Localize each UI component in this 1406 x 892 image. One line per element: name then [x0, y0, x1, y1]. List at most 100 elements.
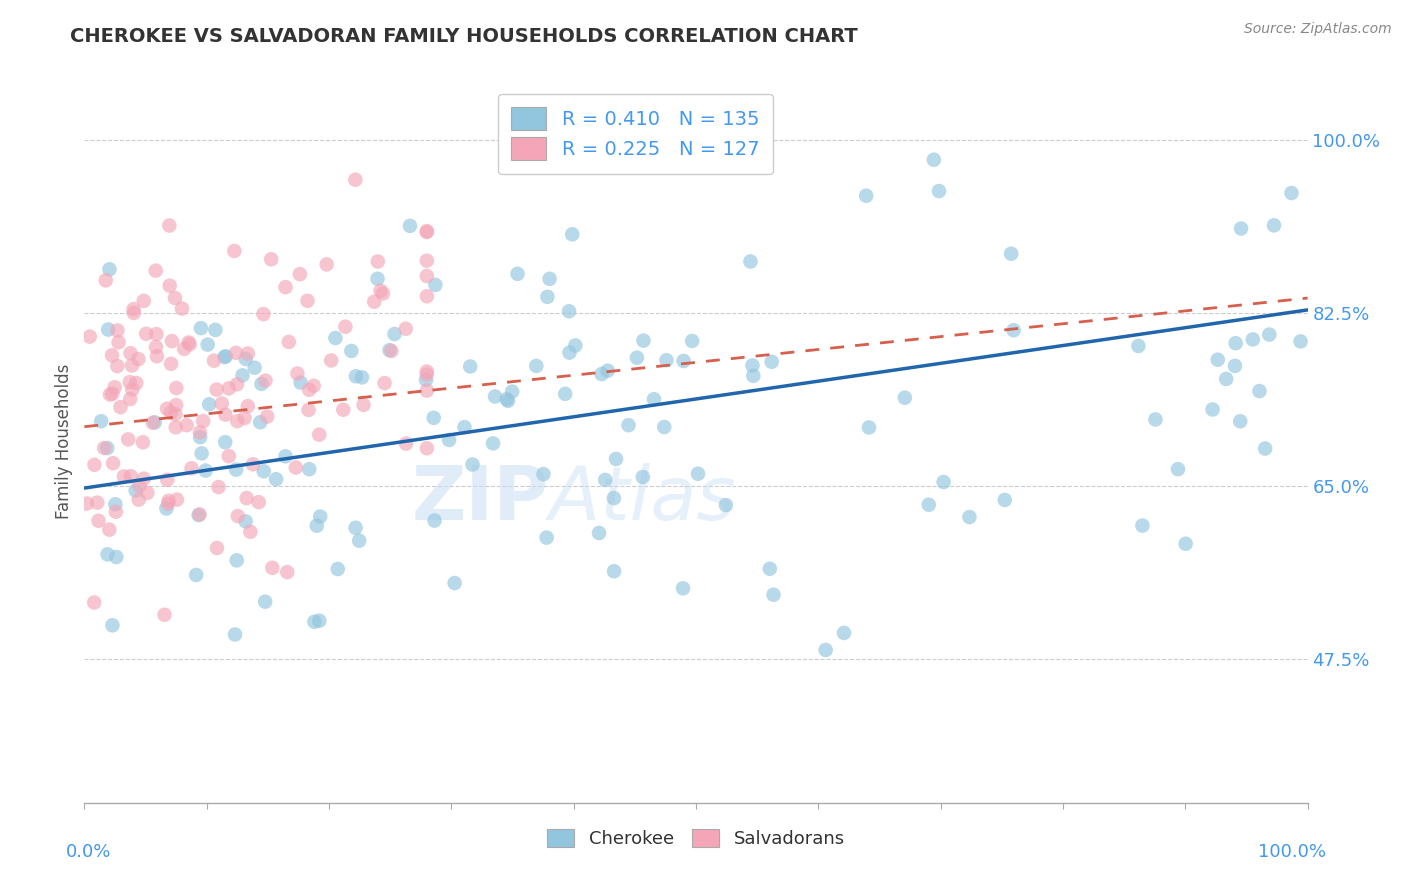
Point: [157, 219, 180, 233]
Point: [593, 473, 616, 487]
Point: [101, 386, 124, 401]
Point: [204, 323, 226, 337]
Text: Atlas: Atlas: [550, 463, 735, 535]
Point: [186, 568, 208, 582]
Point: [1249, 384, 1271, 398]
Point: [290, 376, 312, 390]
Point: [235, 491, 257, 505]
Text: Source: ZipAtlas.com: Source: ZipAtlas.com: [1244, 22, 1392, 37]
Point: [125, 376, 148, 390]
Point: [395, 322, 418, 336]
Point: [631, 470, 654, 484]
Point: [561, 227, 583, 242]
Point: [652, 420, 675, 434]
Point: [187, 508, 209, 522]
Point: [957, 510, 980, 524]
Point: [894, 391, 917, 405]
Point: [86, 495, 108, 509]
Point: [380, 343, 402, 358]
Point: [224, 627, 246, 641]
Point: [538, 272, 561, 286]
Point: [107, 335, 129, 350]
Point: [443, 576, 465, 591]
Point: [83, 458, 105, 472]
Point: [105, 359, 128, 373]
Point: [1167, 462, 1189, 476]
Point: [132, 472, 155, 486]
Point: [416, 225, 439, 239]
Point: [110, 400, 132, 414]
Point: [236, 346, 259, 360]
Point: [277, 334, 299, 349]
Point: [416, 365, 439, 379]
Text: ZIP: ZIP: [412, 463, 550, 536]
Point: [145, 327, 167, 342]
Point: [344, 369, 367, 384]
Point: [197, 337, 219, 351]
Point: [858, 420, 880, 434]
Point: [132, 435, 155, 450]
Point: [591, 367, 613, 381]
Legend: Cherokee, Salvadorans: Cherokee, Salvadorans: [540, 822, 852, 855]
Point: [437, 433, 460, 447]
Point: [254, 374, 277, 388]
Point: [309, 509, 332, 524]
Point: [225, 463, 247, 477]
Point: [120, 392, 142, 406]
Point: [554, 387, 576, 401]
Point: [98, 387, 121, 401]
Point: [855, 188, 877, 202]
Point: [1206, 352, 1229, 367]
Point: [155, 501, 177, 516]
Point: [344, 521, 367, 535]
Point: [157, 493, 180, 508]
Point: [672, 354, 695, 368]
Point: [603, 491, 626, 505]
Point: [153, 607, 176, 622]
Point: [274, 450, 297, 464]
Point: [243, 360, 266, 375]
Point: [1230, 221, 1253, 235]
Point: [224, 244, 246, 258]
Point: [423, 514, 446, 528]
Point: [205, 383, 228, 397]
Point: [104, 505, 127, 519]
Point: [205, 541, 228, 555]
Point: [101, 618, 124, 632]
Point: [759, 562, 782, 576]
Text: 100.0%: 100.0%: [1258, 843, 1326, 861]
Point: [247, 495, 270, 509]
Point: [160, 334, 183, 348]
Point: [252, 307, 274, 321]
Point: [121, 383, 143, 397]
Point: [501, 384, 523, 399]
Point: [603, 564, 626, 578]
Point: [128, 492, 150, 507]
Point: [495, 392, 517, 406]
Point: [558, 345, 581, 359]
Point: [302, 379, 325, 393]
Point: [298, 383, 321, 397]
Point: [122, 302, 145, 317]
Point: [384, 326, 406, 341]
Point: [344, 172, 367, 186]
Point: [922, 153, 945, 167]
Point: [994, 492, 1017, 507]
Point: [104, 497, 127, 511]
Point: [104, 380, 127, 394]
Point: [233, 411, 256, 425]
Point: [284, 460, 307, 475]
Point: [325, 331, 347, 345]
Point: [202, 353, 225, 368]
Point: [416, 384, 439, 398]
Point: [235, 514, 257, 528]
Point: [287, 367, 309, 381]
Point: [371, 286, 394, 301]
Point: [190, 321, 212, 335]
Point: [145, 340, 167, 354]
Point: [416, 368, 439, 382]
Point: [1254, 442, 1277, 456]
Point: [655, 353, 678, 368]
Point: [120, 346, 142, 360]
Point: [558, 304, 581, 318]
